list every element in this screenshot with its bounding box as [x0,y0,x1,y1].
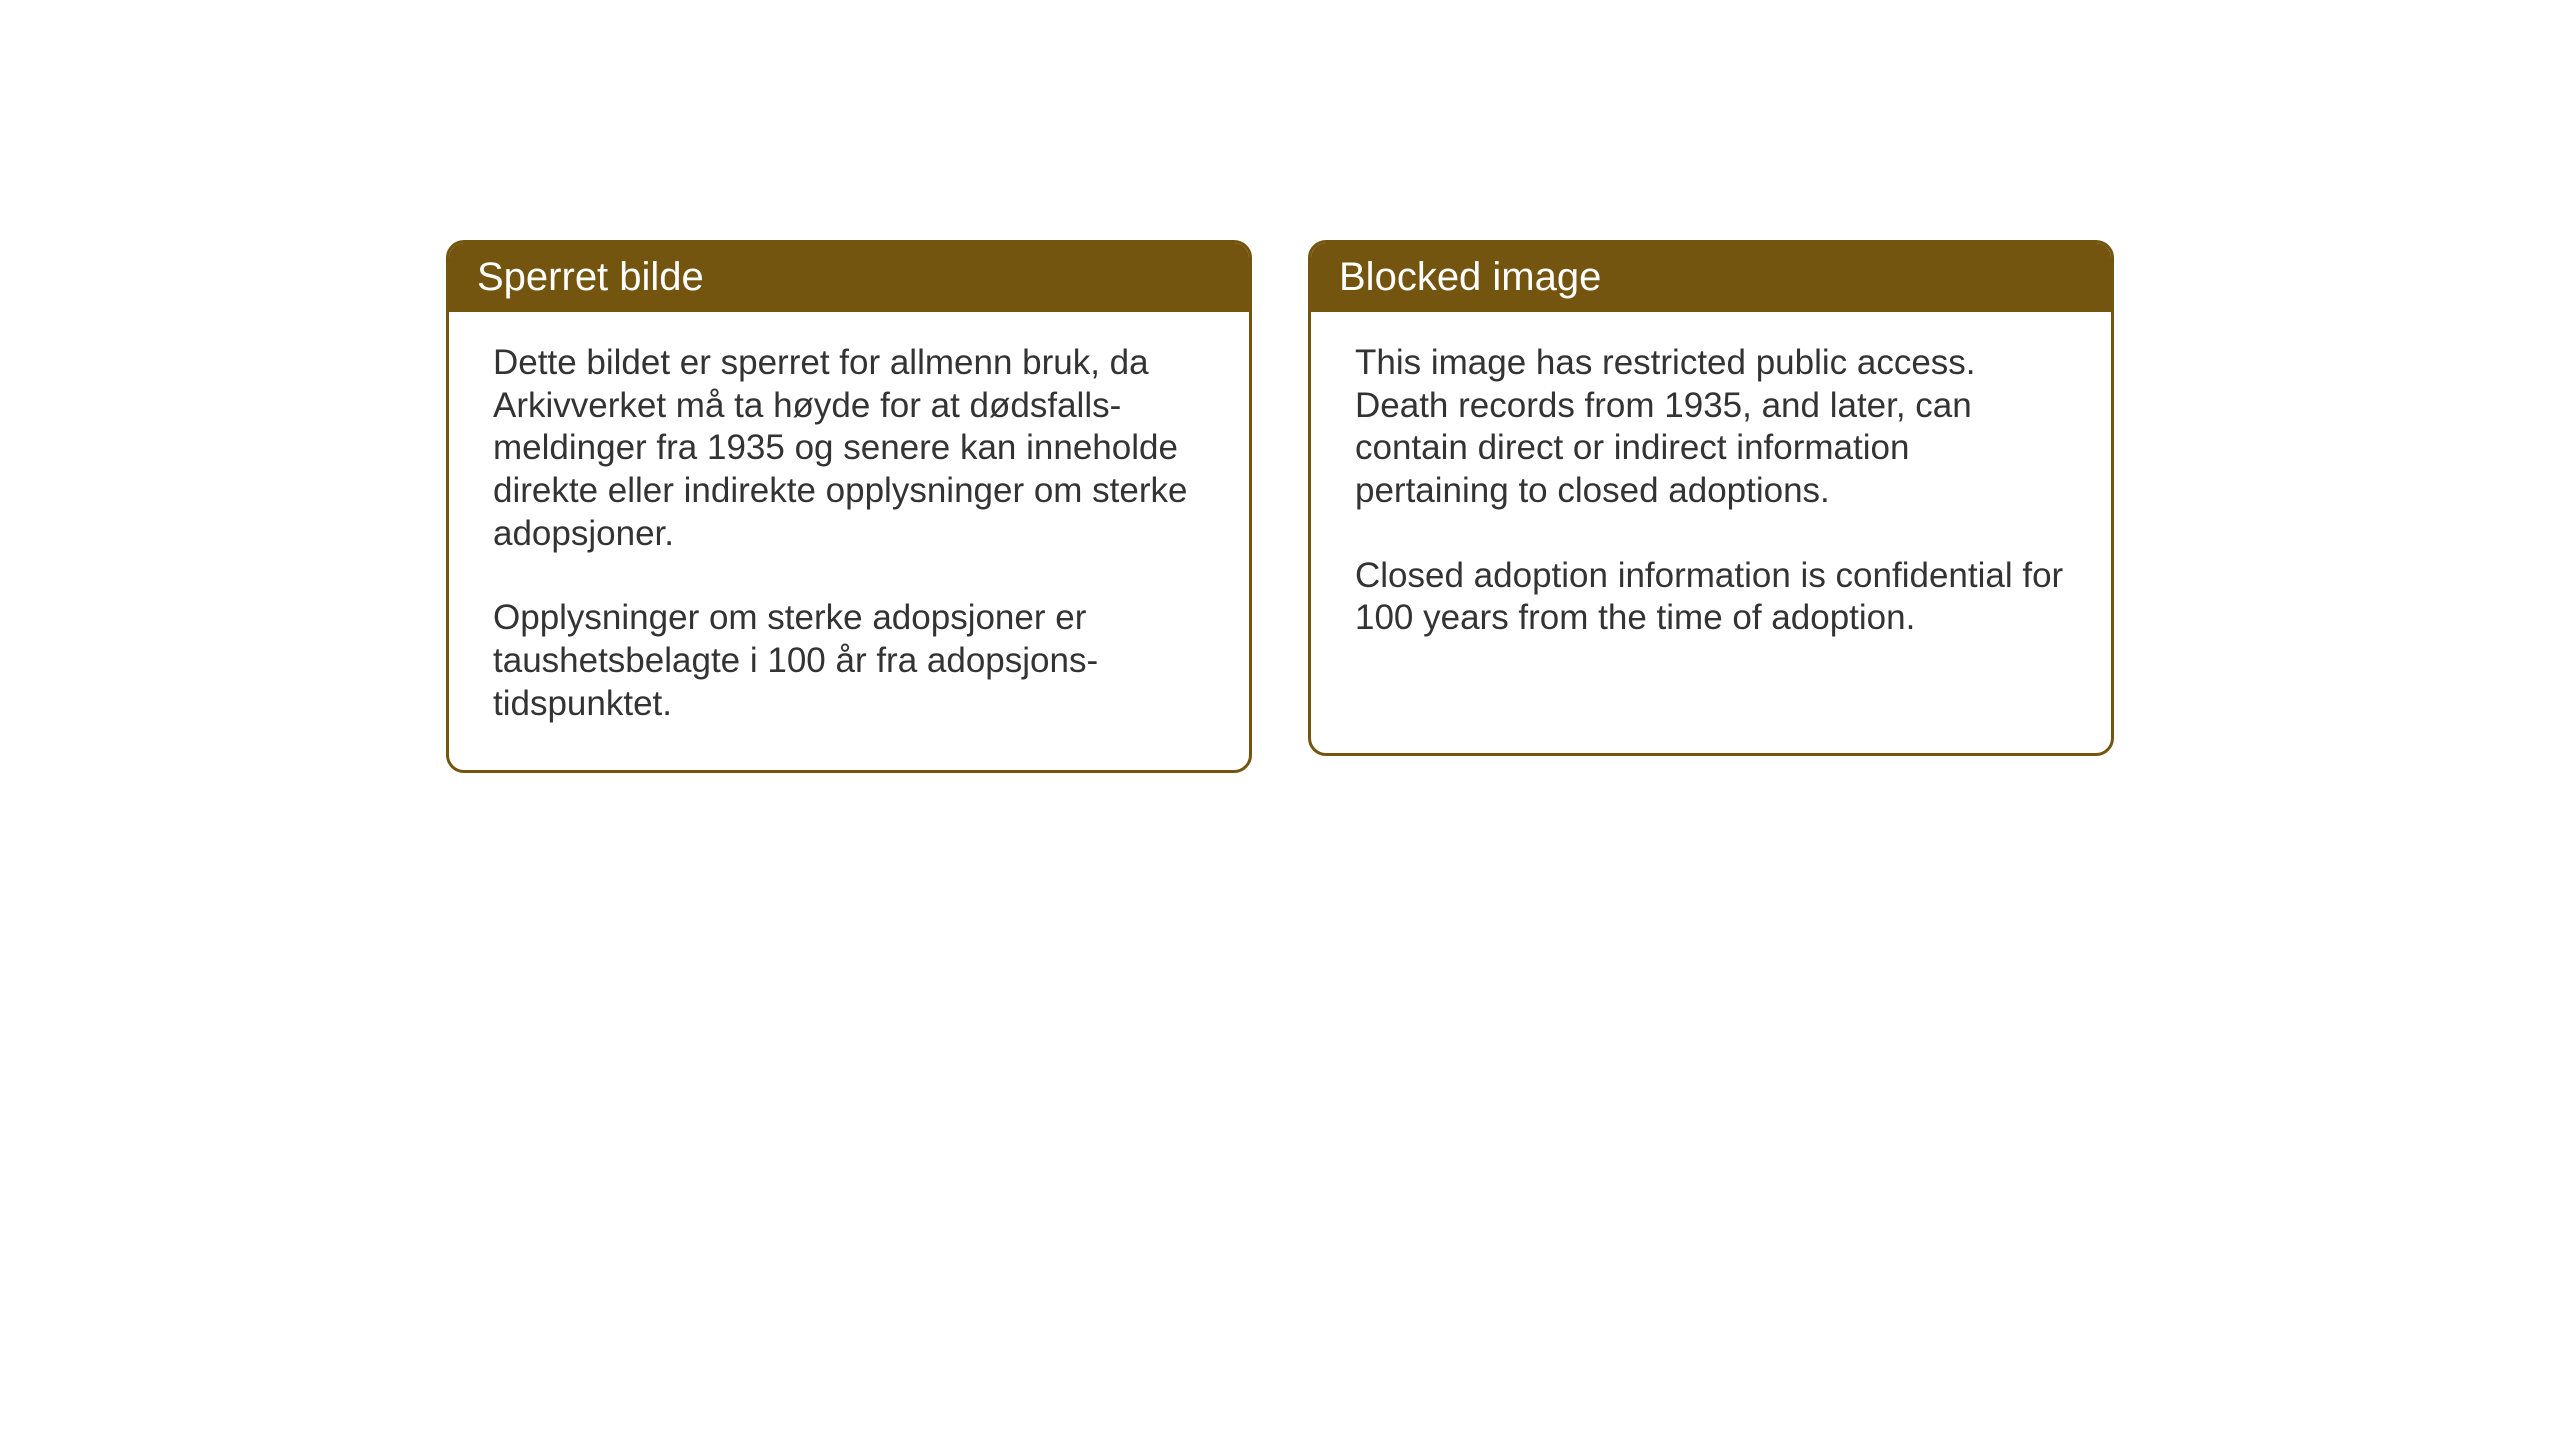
card-paragraph-1-norwegian: Dette bildet er sperret for allmenn bruk… [493,342,1205,555]
card-paragraph-2-english: Closed adoption information is confident… [1355,555,2067,640]
notice-card-english: Blocked image This image has restricted … [1308,240,2114,756]
notice-card-norwegian: Sperret bilde Dette bildet er sperret fo… [446,240,1252,773]
card-body-norwegian: Dette bildet er sperret for allmenn bruk… [449,312,1249,770]
card-header-norwegian: Sperret bilde [449,243,1249,312]
card-paragraph-2-norwegian: Opplysninger om sterke adopsjoner er tau… [493,597,1205,725]
card-title-english: Blocked image [1339,255,1601,299]
card-title-norwegian: Sperret bilde [477,255,704,299]
card-paragraph-1-english: This image has restricted public access.… [1355,342,2067,513]
card-header-english: Blocked image [1311,243,2111,312]
card-body-english: This image has restricted public access.… [1311,312,2111,684]
notice-container: Sperret bilde Dette bildet er sperret fo… [446,240,2114,773]
